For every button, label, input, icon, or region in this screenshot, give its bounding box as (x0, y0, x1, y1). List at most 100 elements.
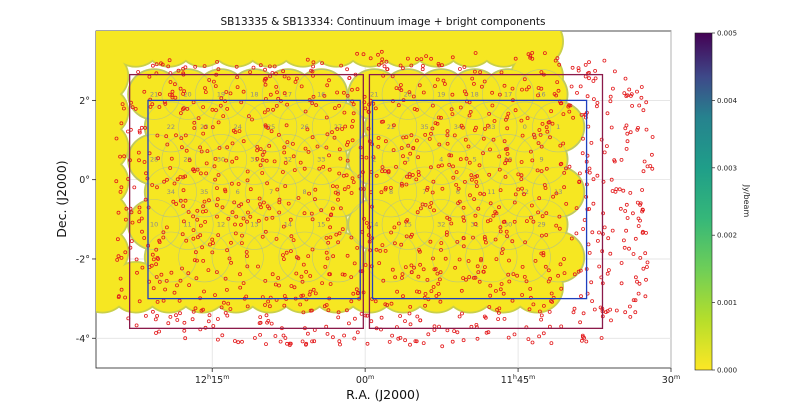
component-marker (406, 143, 411, 148)
component-marker (528, 54, 533, 58)
component-marker (463, 137, 468, 142)
component-marker (290, 141, 295, 146)
component-marker (507, 279, 512, 284)
image-fill (511, 157, 563, 207)
component-marker (449, 153, 454, 158)
component-marker (610, 228, 615, 233)
component-marker (450, 112, 455, 116)
component-marker (211, 324, 216, 328)
component-marker (523, 240, 527, 245)
component-marker (494, 211, 499, 216)
component-marker (597, 264, 602, 269)
component-marker (587, 166, 592, 171)
component-marker (520, 293, 524, 297)
component-marker (308, 289, 313, 294)
component-marker (412, 107, 417, 111)
component-marker (627, 87, 632, 92)
component-marker (409, 63, 414, 68)
component-marker (643, 294, 648, 299)
component-marker (140, 229, 144, 234)
component-marker (536, 210, 540, 215)
component-marker (438, 299, 443, 304)
component-marker (407, 311, 412, 316)
component-marker (181, 219, 186, 224)
beam-circle (128, 69, 181, 120)
component-marker (499, 282, 504, 286)
component-marker (399, 146, 404, 150)
component-marker (439, 241, 444, 245)
component-marker (328, 235, 333, 240)
component-marker (165, 142, 170, 147)
beam-circle (465, 101, 518, 153)
component-marker (286, 201, 291, 206)
component-marker (133, 107, 138, 111)
component-marker (641, 266, 646, 271)
component-marker (288, 217, 293, 222)
component-marker (628, 304, 632, 309)
component-marker (154, 62, 159, 67)
component-marker (143, 313, 148, 318)
component-marker (291, 154, 296, 159)
component-marker (311, 94, 316, 99)
component-marker (176, 68, 181, 73)
component-marker (611, 86, 615, 91)
component-marker (374, 173, 379, 178)
component-marker (569, 84, 574, 89)
component-marker (512, 332, 517, 337)
component-marker (623, 310, 628, 315)
component-marker (424, 54, 429, 58)
component-marker (430, 190, 435, 195)
component-marker (230, 141, 235, 146)
component-marker (524, 279, 529, 284)
component-marker (183, 133, 188, 138)
component-marker (234, 156, 239, 161)
component-marker (283, 160, 288, 165)
colorbar-tick-label: 0.000 (717, 367, 737, 375)
component-marker (483, 237, 487, 242)
component-marker (349, 275, 354, 280)
component-marker (609, 177, 614, 182)
component-marker (420, 202, 425, 207)
component-marker (314, 103, 319, 107)
component-marker (260, 234, 265, 239)
component-marker (433, 121, 438, 125)
beam-number: 10 (150, 220, 158, 228)
component-marker (305, 331, 310, 336)
component-marker (258, 332, 263, 337)
component-marker (327, 78, 331, 83)
component-marker (576, 66, 581, 70)
component-marker (444, 230, 449, 235)
component-marker (540, 233, 544, 238)
component-marker (392, 225, 397, 230)
component-marker (636, 224, 641, 228)
component-marker (302, 166, 307, 171)
component-marker (193, 306, 198, 311)
component-marker (551, 194, 555, 199)
component-marker (260, 158, 265, 163)
component-marker (340, 127, 345, 131)
component-marker (585, 207, 590, 212)
component-marker (391, 148, 396, 153)
component-marker (417, 290, 422, 294)
component-marker (440, 163, 444, 168)
component-marker (155, 133, 160, 138)
component-marker (544, 233, 549, 237)
component-marker (241, 89, 246, 94)
component-marker (255, 144, 260, 149)
beam-circle (381, 69, 434, 120)
component-marker (587, 76, 591, 81)
component-marker (520, 264, 525, 269)
component-marker (537, 128, 542, 132)
component-marker (528, 286, 533, 291)
component-marker (431, 285, 436, 289)
component-marker (581, 334, 585, 339)
beam-number: 19 (217, 90, 225, 98)
component-marker (619, 261, 624, 265)
component-marker (380, 57, 385, 62)
component-marker (181, 66, 186, 71)
component-marker (116, 210, 121, 215)
component-marker (474, 184, 479, 189)
component-marker (578, 84, 583, 89)
beam-circle (498, 101, 551, 153)
component-marker (482, 265, 487, 270)
